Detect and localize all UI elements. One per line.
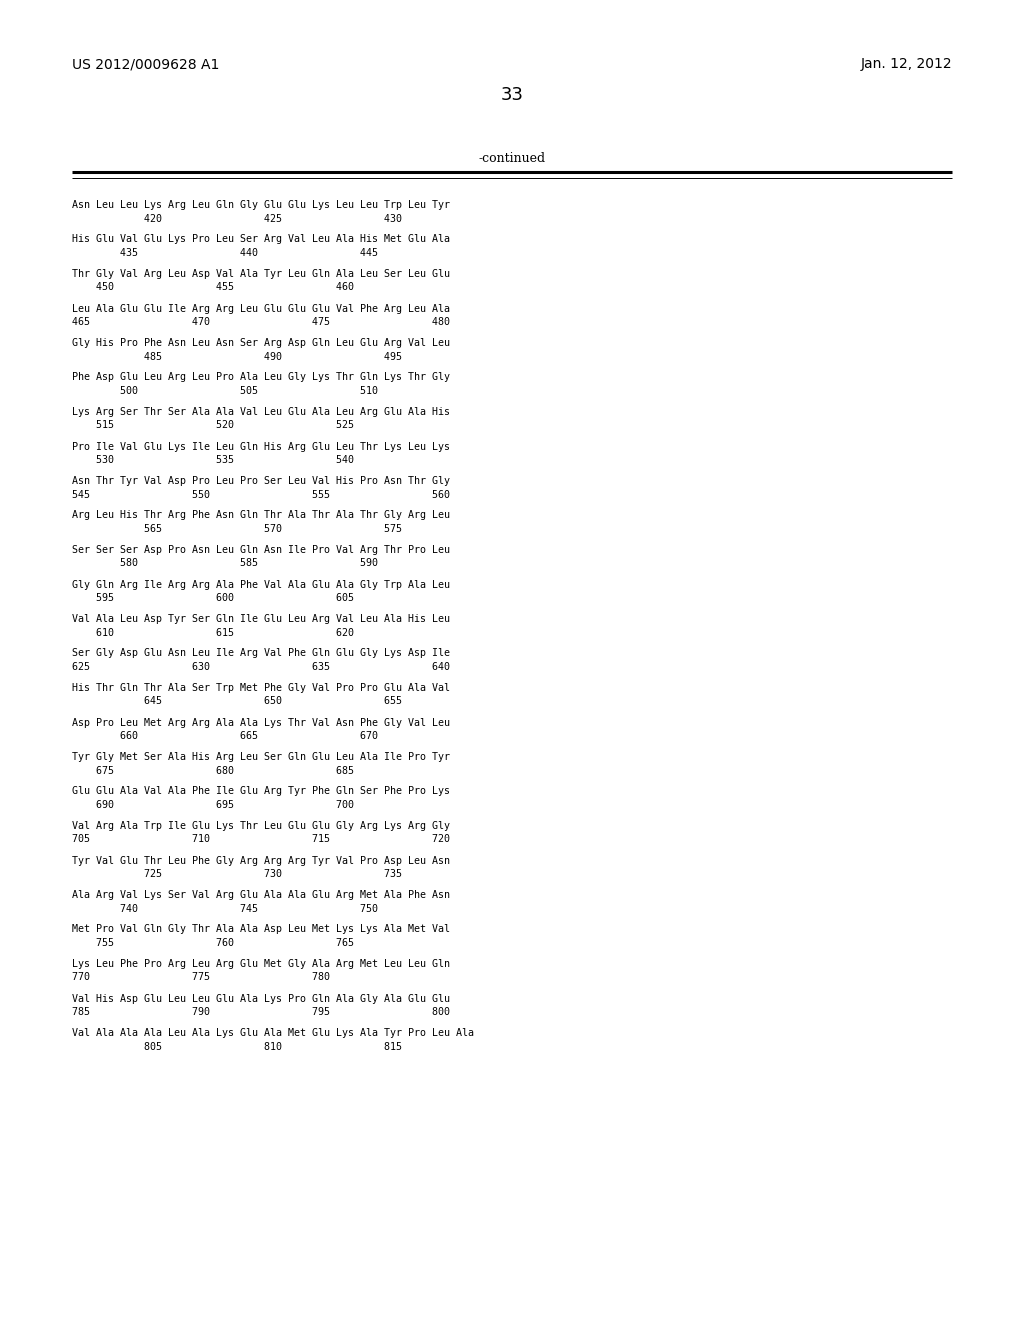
Text: 770                 775                 780: 770 775 780 (72, 973, 330, 982)
Text: 435                 440                 445: 435 440 445 (72, 248, 378, 257)
Text: Lys Arg Ser Thr Ser Ala Ala Val Leu Glu Ala Leu Arg Glu Ala His: Lys Arg Ser Thr Ser Ala Ala Val Leu Glu … (72, 407, 450, 417)
Text: Leu Ala Glu Glu Ile Arg Arg Leu Glu Glu Glu Val Phe Arg Leu Ala: Leu Ala Glu Glu Ile Arg Arg Leu Glu Glu … (72, 304, 450, 314)
Text: 450                 455                 460: 450 455 460 (72, 282, 354, 293)
Text: 740                 745                 750: 740 745 750 (72, 903, 378, 913)
Text: Lys Leu Phe Pro Arg Leu Arg Glu Met Gly Ala Arg Met Leu Leu Gln: Lys Leu Phe Pro Arg Leu Arg Glu Met Gly … (72, 960, 450, 969)
Text: Thr Gly Val Arg Leu Asp Val Ala Tyr Leu Gln Ala Leu Ser Leu Glu: Thr Gly Val Arg Leu Asp Val Ala Tyr Leu … (72, 269, 450, 279)
Text: Val His Asp Glu Leu Leu Glu Ala Lys Pro Gln Ala Gly Ala Glu Glu: Val His Asp Glu Leu Leu Glu Ala Lys Pro … (72, 994, 450, 1003)
Text: 805                 810                 815: 805 810 815 (72, 1041, 402, 1052)
Text: 545                 550                 555                 560: 545 550 555 560 (72, 490, 450, 499)
Text: Gly His Pro Phe Asn Leu Asn Ser Arg Asp Gln Leu Glu Arg Val Leu: Gly His Pro Phe Asn Leu Asn Ser Arg Asp … (72, 338, 450, 348)
Text: Val Arg Ala Trp Ile Glu Lys Thr Leu Glu Glu Gly Arg Lys Arg Gly: Val Arg Ala Trp Ile Glu Lys Thr Leu Glu … (72, 821, 450, 832)
Text: Pro Ile Val Glu Lys Ile Leu Gln His Arg Glu Leu Thr Lys Leu Lys: Pro Ile Val Glu Lys Ile Leu Gln His Arg … (72, 441, 450, 451)
Text: 675                 680                 685: 675 680 685 (72, 766, 354, 776)
Text: Ser Gly Asp Glu Asn Leu Ile Arg Val Phe Gln Glu Gly Lys Asp Ile: Ser Gly Asp Glu Asn Leu Ile Arg Val Phe … (72, 648, 450, 659)
Text: 785                 790                 795                 800: 785 790 795 800 (72, 1007, 450, 1016)
Text: 565                 570                 575: 565 570 575 (72, 524, 402, 535)
Text: 595                 600                 605: 595 600 605 (72, 593, 354, 603)
Text: Asn Leu Leu Lys Arg Leu Gln Gly Glu Glu Lys Leu Leu Trp Leu Tyr: Asn Leu Leu Lys Arg Leu Gln Gly Glu Glu … (72, 201, 450, 210)
Text: 705                 710                 715                 720: 705 710 715 720 (72, 834, 450, 845)
Text: Tyr Gly Met Ser Ala His Arg Leu Ser Gln Glu Leu Ala Ile Pro Tyr: Tyr Gly Met Ser Ala His Arg Leu Ser Gln … (72, 752, 450, 762)
Text: Val Ala Ala Ala Leu Ala Lys Glu Ala Met Glu Lys Ala Tyr Pro Leu Ala: Val Ala Ala Ala Leu Ala Lys Glu Ala Met … (72, 1028, 474, 1038)
Text: 580                 585                 590: 580 585 590 (72, 558, 378, 569)
Text: 420                 425                 430: 420 425 430 (72, 214, 402, 223)
Text: Ser Ser Ser Asp Pro Asn Leu Gln Asn Ile Pro Val Arg Thr Pro Leu: Ser Ser Ser Asp Pro Asn Leu Gln Asn Ile … (72, 545, 450, 554)
Text: 625                 630                 635                 640: 625 630 635 640 (72, 663, 450, 672)
Text: Arg Leu His Thr Arg Phe Asn Gln Thr Ala Thr Ala Thr Gly Arg Leu: Arg Leu His Thr Arg Phe Asn Gln Thr Ala … (72, 511, 450, 520)
Text: Asp Pro Leu Met Arg Arg Ala Ala Lys Thr Val Asn Phe Gly Val Leu: Asp Pro Leu Met Arg Arg Ala Ala Lys Thr … (72, 718, 450, 727)
Text: 725                 730                 735: 725 730 735 (72, 869, 402, 879)
Text: 660                 665                 670: 660 665 670 (72, 731, 378, 741)
Text: His Thr Gln Thr Ala Ser Trp Met Phe Gly Val Pro Pro Glu Ala Val: His Thr Gln Thr Ala Ser Trp Met Phe Gly … (72, 682, 450, 693)
Text: Ala Arg Val Lys Ser Val Arg Glu Ala Ala Glu Arg Met Ala Phe Asn: Ala Arg Val Lys Ser Val Arg Glu Ala Ala … (72, 890, 450, 900)
Text: Val Ala Leu Asp Tyr Ser Gln Ile Glu Leu Arg Val Leu Ala His Leu: Val Ala Leu Asp Tyr Ser Gln Ile Glu Leu … (72, 614, 450, 624)
Text: 610                 615                 620: 610 615 620 (72, 627, 354, 638)
Text: 755                 760                 765: 755 760 765 (72, 939, 354, 948)
Text: Met Pro Val Gln Gly Thr Ala Ala Asp Leu Met Lys Lys Ala Met Val: Met Pro Val Gln Gly Thr Ala Ala Asp Leu … (72, 924, 450, 935)
Text: Tyr Val Glu Thr Leu Phe Gly Arg Arg Arg Tyr Val Pro Asp Leu Asn: Tyr Val Glu Thr Leu Phe Gly Arg Arg Arg … (72, 855, 450, 866)
Text: 33: 33 (501, 86, 523, 104)
Text: 515                 520                 525: 515 520 525 (72, 421, 354, 430)
Text: 500                 505                 510: 500 505 510 (72, 385, 378, 396)
Text: 690                 695                 700: 690 695 700 (72, 800, 354, 810)
Text: 530                 535                 540: 530 535 540 (72, 455, 354, 465)
Text: Gly Gln Arg Ile Arg Arg Ala Phe Val Ala Glu Ala Gly Trp Ala Leu: Gly Gln Arg Ile Arg Arg Ala Phe Val Ala … (72, 579, 450, 590)
Text: Asn Thr Tyr Val Asp Pro Leu Pro Ser Leu Val His Pro Asn Thr Gly: Asn Thr Tyr Val Asp Pro Leu Pro Ser Leu … (72, 477, 450, 486)
Text: Phe Asp Glu Leu Arg Leu Pro Ala Leu Gly Lys Thr Gln Lys Thr Gly: Phe Asp Glu Leu Arg Leu Pro Ala Leu Gly … (72, 372, 450, 383)
Text: -continued: -continued (478, 152, 546, 165)
Text: US 2012/0009628 A1: US 2012/0009628 A1 (72, 57, 219, 71)
Text: 465                 470                 475                 480: 465 470 475 480 (72, 317, 450, 327)
Text: Jan. 12, 2012: Jan. 12, 2012 (860, 57, 952, 71)
Text: 645                 650                 655: 645 650 655 (72, 697, 402, 706)
Text: His Glu Val Glu Lys Pro Leu Ser Arg Val Leu Ala His Met Glu Ala: His Glu Val Glu Lys Pro Leu Ser Arg Val … (72, 235, 450, 244)
Text: 485                 490                 495: 485 490 495 (72, 351, 402, 362)
Text: Glu Glu Ala Val Ala Phe Ile Glu Arg Tyr Phe Gln Ser Phe Pro Lys: Glu Glu Ala Val Ala Phe Ile Glu Arg Tyr … (72, 787, 450, 796)
